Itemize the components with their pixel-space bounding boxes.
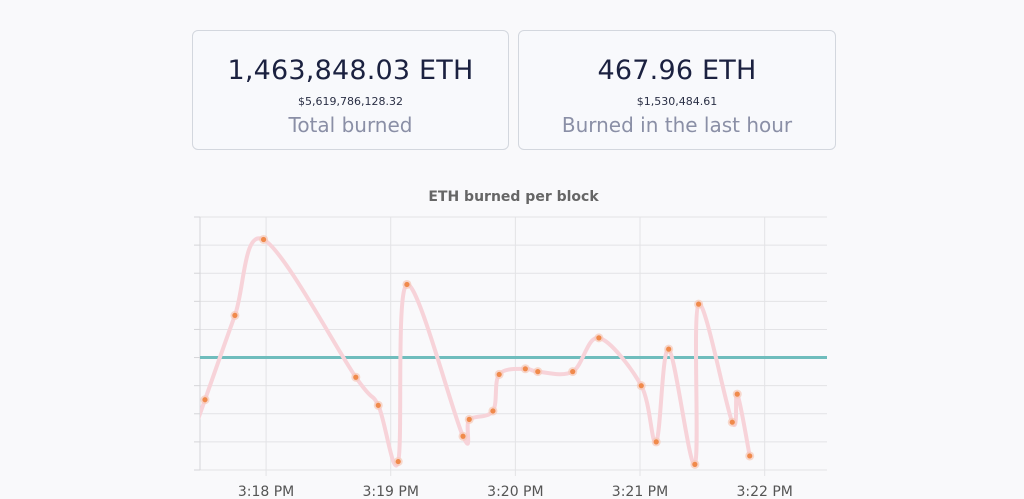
data-point	[404, 281, 410, 288]
total-burned-label: Total burned	[288, 113, 413, 137]
stat-card-total-burned: 1,463,848.03 ETH $5,619,786,128.32 Total…	[192, 30, 509, 150]
data-point	[490, 408, 496, 414]
chart-line-layer	[200, 236, 752, 468]
total-burned-usd: $5,619,786,128.32	[298, 95, 403, 108]
data-point	[232, 312, 238, 318]
data-point	[729, 419, 735, 425]
x-tick-label: 3:22 PM	[736, 484, 792, 499]
chart-x-tick-labels: 3:18 PM 3:19 PM 3:20 PM 3:21 PM 3:22 PM	[238, 484, 793, 499]
chart-points-layer	[200, 234, 755, 469]
data-point	[653, 439, 659, 445]
data-point	[666, 346, 672, 352]
data-point	[638, 383, 644, 389]
series-line	[200, 236, 752, 468]
chart-title: ETH burned per block	[428, 189, 599, 205]
last-hour-label: Burned in the last hour	[561, 113, 793, 137]
data-point	[202, 397, 208, 403]
data-point	[395, 458, 401, 465]
x-tick-label: 3:18 PM	[238, 484, 294, 499]
data-point	[460, 433, 466, 439]
data-point	[466, 416, 472, 422]
last-hour-value: 467.96 ETH	[597, 55, 757, 86]
data-point	[696, 301, 702, 307]
data-point	[734, 391, 740, 397]
last-hour-usd: $1,530,484.61	[636, 95, 718, 108]
data-point	[535, 369, 541, 375]
data-point	[260, 236, 267, 243]
data-point	[375, 402, 381, 408]
x-tick-label: 3:19 PM	[363, 484, 419, 499]
chart-grid	[194, 216, 827, 476]
data-point	[747, 453, 753, 459]
data-point	[496, 371, 502, 378]
data-point	[596, 335, 602, 341]
data-point	[353, 374, 359, 380]
x-tick-label: 3:21 PM	[612, 484, 668, 499]
stat-card-last-hour: 467.96 ETH $1,530,484.61 Burned in the l…	[518, 30, 836, 150]
total-burned-value: 1,463,848.03 ETH	[227, 55, 474, 86]
data-point	[570, 369, 576, 375]
data-point	[692, 461, 698, 467]
x-tick-label: 3:20 PM	[487, 484, 543, 499]
data-point	[522, 366, 528, 372]
